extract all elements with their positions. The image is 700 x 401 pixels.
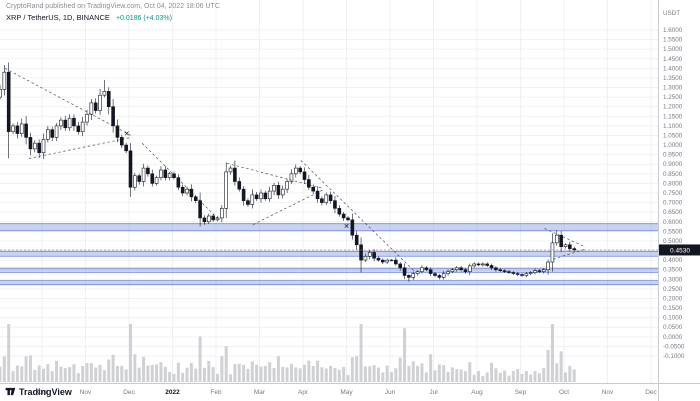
svg-text:0.9000: 0.9000 [663,161,683,168]
svg-text:1.3500: 1.3500 [663,75,683,82]
x-marks[interactable]: ✕✕ [124,131,350,230]
support-resistance-zones[interactable] [0,223,658,286]
svg-text:0.1500: 0.1500 [663,305,683,312]
svg-text:1.1000: 1.1000 [663,123,683,130]
price-change: +0.0186 (+4.03%) [115,15,172,22]
svg-text:Nov: Nov [80,389,92,396]
svg-text:✕: ✕ [344,223,350,230]
brand-label: TradingView [19,386,72,397]
tradingview-mark-icon [5,386,16,397]
svg-text:Nov: Nov [602,389,614,396]
svg-text:Apr: Apr [298,389,309,396]
svg-text:1.4000: 1.4000 [663,65,683,72]
svg-text:0.4000: 0.4000 [663,257,683,264]
svg-text:0.1000: 0.1000 [663,315,683,322]
svg-text:0.6000: 0.6000 [663,219,683,226]
svg-text:Feb: Feb [210,389,222,396]
svg-text:Aug: Aug [471,389,483,396]
time-axis[interactable]: Oct Nov Dec 2022 Feb Mar Apr May Jun Jul Aug Sep Oct… [0,383,700,401]
volume-series [0,324,576,382]
svg-text:0.3500: 0.3500 [663,267,683,274]
svg-text:0.0000: 0.0000 [663,334,683,341]
tradingview-logo[interactable]: TradingView [5,386,72,397]
svg-text:May: May [340,389,353,396]
svg-text:1.0000: 1.0000 [663,142,683,149]
svg-text:0.2000: 0.2000 [663,295,683,302]
svg-text:-0.1000: -0.1000 [663,353,685,360]
svg-text:-0.0500: -0.0500 [663,343,685,350]
last-price-tag: 0.4530 [659,244,700,256]
symbol-title[interactable]: XRP / TetherUS, 1D, BINANCE [6,13,110,22]
svg-text:Sep: Sep [515,389,527,396]
svg-text:0.7000: 0.7000 [663,200,683,207]
svg-text:0.5500: 0.5500 [663,228,683,235]
svg-text:0.6500: 0.6500 [663,209,683,216]
attribution: CryptoRand published on TradingView.com,… [6,3,220,10]
candles-series [0,62,577,282]
svg-text:1.6000: 1.6000 [663,27,683,34]
svg-text:1.3000: 1.3000 [663,85,683,92]
svg-text:2022: 2022 [165,389,180,396]
svg-text:1.5000: 1.5000 [663,46,683,53]
svg-text:1.1500: 1.1500 [663,113,683,120]
legend[interactable]: XRP / TetherUS, 1D, BINANCE +0.0186 (+4.0… [6,13,172,22]
grid [0,0,658,383]
svg-text:1.2000: 1.2000 [663,104,683,111]
svg-text:USDT: USDT [663,10,680,17]
svg-text:0.8500: 0.8500 [663,171,683,178]
svg-text:Oct: Oct [37,389,47,396]
svg-text:✕: ✕ [124,131,130,138]
svg-text:1.2500: 1.2500 [663,94,683,101]
svg-text:0.5000: 0.5000 [663,238,683,245]
svg-text:0.3000: 0.3000 [663,276,683,283]
svg-text:Dec: Dec [123,389,135,396]
svg-text:Mar: Mar [254,389,266,396]
svg-text:0.4530: 0.4530 [670,247,690,254]
svg-text:1.4500: 1.4500 [663,56,683,63]
svg-text:Jul: Jul [429,389,438,396]
svg-text:0.7500: 0.7500 [663,190,683,197]
svg-text:0.8000: 0.8000 [663,180,683,187]
svg-text:1.5500: 1.5500 [663,37,683,44]
svg-text:0.0500: 0.0500 [663,324,683,331]
price-axis[interactable]: USDT 1.6000 1.5500 1.5000 1.4500 1.4000 1.3500… [658,0,700,401]
svg-text:0.2500: 0.2500 [663,286,683,293]
svg-text:1.0500: 1.0500 [663,132,683,139]
svg-text:Dec: Dec [645,389,657,396]
trendlines[interactable] [4,68,586,271]
svg-text:Jun: Jun [385,389,396,396]
svg-text:Oct: Oct [559,389,569,396]
svg-text:0.9500: 0.9500 [663,152,683,159]
